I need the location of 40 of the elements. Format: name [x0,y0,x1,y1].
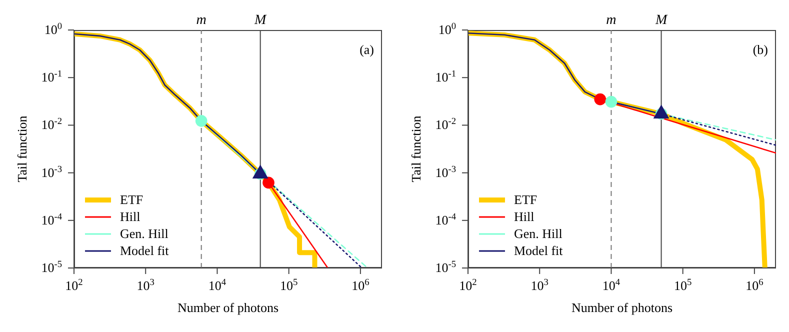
y-tick-label: 10$^{-2}$ [435,117,456,132]
x-tick-label: 10$^{6}$ [746,278,764,293]
y-axis-title: Tail function [14,115,30,182]
y-tick-label: 10$^{0}$ [44,22,62,37]
y-tick-label: 10$^{-1}$ [41,70,62,85]
y-tick-label: 10$^{-4}$ [435,212,456,228]
x-tick-label: 10$^{3}$ [136,278,155,293]
x-tick-label: 10$^{5}$ [280,278,298,293]
x-tick-label: 10$^{3}$ [530,278,549,293]
legend-label: ETF [120,192,144,208]
legend-label: Model fit [120,242,169,258]
x-tick-label: 10$^{5}$ [674,278,692,293]
legend-label: Gen. Hill [120,226,168,242]
x-tick-label: 10$^{4}$ [602,278,620,293]
x-axis-title: Number of photons [571,300,673,315]
annotation: (b) [752,42,768,58]
y-tick-label: 10$^{-5}$ [435,260,456,275]
y-tick-label: 10$^{-2}$ [41,117,62,132]
y-axis-title: Tail function [408,115,424,182]
x-axis-title: Number of photons [177,300,279,315]
x-tick-label: 10$^{2}$ [65,278,84,293]
legend-label: Hill [514,208,534,224]
legend-label: Model fit [514,242,563,258]
ref-line-label: m [196,13,206,28]
ref-line-label: M [654,13,668,28]
legend-label: Gen. Hill [514,226,562,242]
y-tick-label: 10$^{-3}$ [41,164,62,180]
x-tick-label: 10$^{2}$ [459,278,478,293]
ref-line-label: m [606,13,616,28]
y-tick-label: 10$^{-4}$ [41,212,62,228]
annotation: (a) [360,42,374,58]
x-tick-label: 10$^{6}$ [352,278,370,293]
legend-label: ETF [514,192,538,208]
ref-line-label: M [254,13,268,28]
y-tick-label: 10$^{-1}$ [435,70,456,85]
y-tick-label: 10$^{0}$ [438,22,456,37]
legend-label: Hill [120,208,140,224]
y-tick-label: 10$^{-3}$ [435,164,456,180]
y-tick-label: 10$^{-5}$ [41,260,62,275]
x-tick-label: 10$^{4}$ [208,278,226,293]
